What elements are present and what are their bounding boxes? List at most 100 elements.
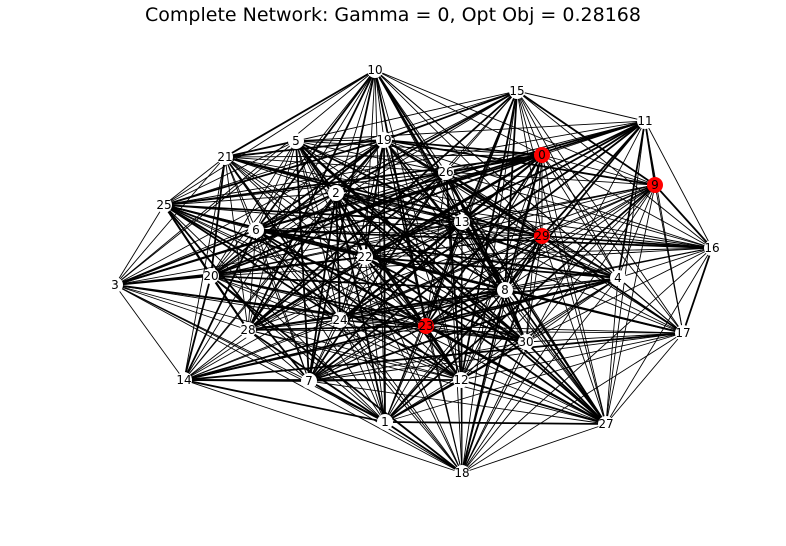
edge-16-30 <box>525 247 713 343</box>
edge-27-0 <box>541 154 607 425</box>
edge-16-21 <box>224 156 713 249</box>
node-circle-11 <box>637 113 653 129</box>
edge-9-26 <box>445 171 656 186</box>
edge-9-15 <box>516 90 656 186</box>
edge-10-12 <box>374 69 462 381</box>
edge-23-0 <box>425 154 543 327</box>
edge-13-15 <box>461 90 518 223</box>
node-label-1: 1 <box>381 415 389 429</box>
edge-27-30 <box>525 341 607 425</box>
edge-20-26 <box>210 171 447 277</box>
edge-4-0 <box>541 154 619 279</box>
node-15: 15 <box>509 83 525 99</box>
edge-12-29 <box>460 235 543 381</box>
node-circle-28 <box>240 322 256 338</box>
node-circle-22 <box>357 249 373 265</box>
node-label-30: 30 <box>518 335 533 349</box>
edge-3-19 <box>114 139 385 286</box>
edge-18-22 <box>364 256 463 474</box>
node-circle-8 <box>497 282 513 298</box>
node-label-22: 22 <box>357 250 372 264</box>
edge-24-30 <box>339 319 527 343</box>
edge-21-29 <box>224 156 543 237</box>
node-26: 26 <box>438 164 454 180</box>
edge-18-29 <box>461 235 543 474</box>
edge-11-15 <box>516 90 646 122</box>
edge-14-23 <box>183 325 427 381</box>
edge-15-27 <box>516 90 607 425</box>
node-16: 16 <box>704 240 720 256</box>
edge-20-30 <box>210 275 527 343</box>
edge-17-30 <box>525 332 684 343</box>
edge-18-24 <box>339 319 463 474</box>
edge-9-18 <box>461 184 656 474</box>
edge-12-17 <box>460 332 684 381</box>
edge-10-29 <box>374 69 543 237</box>
edge-11-17 <box>644 120 684 334</box>
node-21: 21 <box>217 149 233 165</box>
edge-21-30 <box>224 156 527 343</box>
edge-7-17 <box>308 332 684 382</box>
edge-11-0 <box>541 120 646 156</box>
edge-9-0 <box>541 154 656 186</box>
edge-21-28 <box>224 156 249 331</box>
node-layer: 123 4567891011121314151617181920212223242… <box>107 62 720 481</box>
node-3: 3 <box>107 277 123 293</box>
node-label-25: 25 <box>156 198 171 212</box>
node-label-5: 5 <box>292 134 300 148</box>
edge-22-26 <box>364 171 447 258</box>
node-label-12: 12 <box>453 373 468 387</box>
node-circle-21 <box>217 149 233 165</box>
edge-18-30 <box>461 341 527 474</box>
edge-14-28 <box>183 329 249 381</box>
node-circle-27 <box>598 416 614 432</box>
node-circle-1 <box>377 414 393 430</box>
node-circle-24 <box>332 312 348 328</box>
node-circle-14 <box>176 372 192 388</box>
node-30: 30 <box>518 334 534 350</box>
node-label-21: 21 <box>217 150 232 164</box>
edge-17-27 <box>605 332 684 425</box>
node-2: 2 <box>328 185 344 201</box>
edge-5-11 <box>295 120 646 142</box>
edge-3-7 <box>114 284 310 382</box>
node-label-17: 17 <box>675 326 690 340</box>
edge-2-6 <box>255 192 337 231</box>
edge-22-27 <box>364 256 607 425</box>
node-circle-23 <box>418 318 434 334</box>
edge-16-20 <box>210 247 713 277</box>
edge-12-23 <box>425 325 462 381</box>
edge-5-20 <box>210 140 297 277</box>
edge-10-14 <box>183 69 376 381</box>
edge-24-0 <box>339 154 543 321</box>
edge-17-28 <box>247 329 684 334</box>
node-8: 8 <box>497 282 513 298</box>
node-24: 24 <box>332 312 348 328</box>
edge-8-14 <box>183 289 506 381</box>
edge-24-28 <box>247 319 341 331</box>
edge-26-27 <box>445 171 607 425</box>
node-label-10: 10 <box>367 63 382 77</box>
edge-9-10 <box>374 69 656 186</box>
edge-7-27 <box>308 380 607 425</box>
node-circle-30 <box>518 334 534 350</box>
node-circle-25 <box>156 197 172 213</box>
edge-9-23 <box>425 184 656 327</box>
node-circle-29 <box>534 228 550 244</box>
edge-15-26 <box>445 90 518 173</box>
edge-1-7 <box>308 380 386 423</box>
node-circle-18 <box>454 465 470 481</box>
node-label-9: 9 <box>651 178 659 192</box>
edge-26-29 <box>445 171 543 237</box>
chart-title: Complete Network: Gamma = 0, Opt Obj = 0… <box>145 4 641 26</box>
node-label-15: 15 <box>509 84 524 98</box>
node-28: 28 <box>240 322 256 338</box>
node-circle-12 <box>453 372 469 388</box>
edge-5-24 <box>295 140 341 321</box>
node-4: 4 <box>610 270 626 286</box>
node-label-4: 4 <box>614 271 622 285</box>
edge-19-20 <box>210 139 385 277</box>
node-9: 9 <box>647 177 663 193</box>
edge-23-27 <box>425 325 607 425</box>
